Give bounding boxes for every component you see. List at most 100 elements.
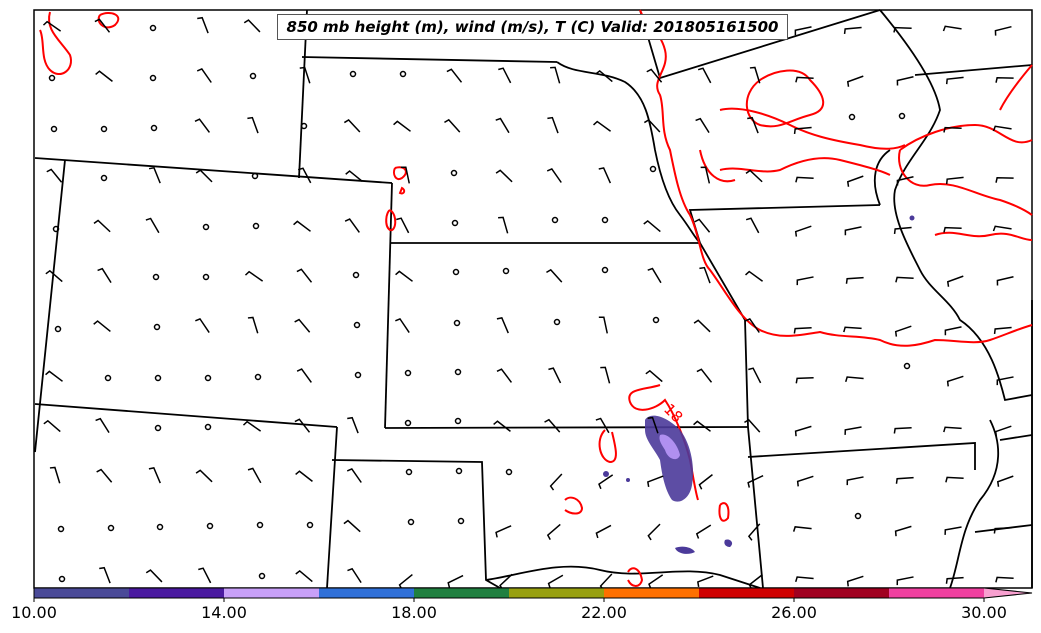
wind-barb <box>595 417 610 434</box>
calm-wind-circle <box>150 124 158 132</box>
wind-barb <box>946 275 964 287</box>
calm-wind-circle <box>149 74 157 82</box>
calm-wind-circle <box>202 223 210 231</box>
wind-barb <box>99 566 111 584</box>
colorbar-segment <box>794 588 890 598</box>
calm-wind-circle <box>854 512 862 520</box>
isotherm-ok-e <box>718 502 730 522</box>
wind-barb <box>700 166 711 184</box>
wind-barb <box>43 419 61 433</box>
wind-barb <box>97 267 112 284</box>
wind-barb <box>643 118 661 133</box>
calm-wind-circle <box>505 468 513 476</box>
border-co-nm <box>34 403 338 428</box>
wind-barb <box>242 420 262 432</box>
border-nm-east <box>326 426 338 589</box>
calm-wind-circle <box>454 417 462 425</box>
wind-barb <box>295 569 313 583</box>
calm-wind-circle <box>649 165 657 173</box>
wind-barb <box>148 166 161 184</box>
border-ia-il <box>873 149 891 206</box>
wind-barb <box>645 369 663 383</box>
wind-barb <box>893 226 912 235</box>
wind-barb <box>699 266 711 284</box>
wind-barb <box>795 576 814 583</box>
wind-barb <box>943 226 962 233</box>
colorbar <box>33 587 1033 602</box>
wind-barb <box>843 26 862 35</box>
wind-barb <box>197 16 209 34</box>
wind-barb <box>446 68 463 83</box>
wind-barb <box>145 217 160 234</box>
wind-barb <box>444 118 461 133</box>
calm-wind-circle <box>152 273 160 281</box>
wind-barb <box>794 26 812 36</box>
border-ky-in <box>999 434 1033 441</box>
colorbar-extend-arrow <box>984 588 1032 598</box>
calm-wind-circle <box>652 316 660 324</box>
wind-barb <box>344 218 360 233</box>
wind-barb <box>196 68 212 83</box>
calm-wind-circle <box>502 267 510 275</box>
wind-barb <box>598 167 612 184</box>
wind-barb <box>400 166 410 184</box>
calm-wind-circle <box>156 523 164 531</box>
wind-barb <box>548 367 562 384</box>
wind-barb <box>498 67 512 84</box>
wind-barb <box>893 426 912 434</box>
wind-barb <box>393 120 411 132</box>
wind-barb <box>992 125 1012 132</box>
wind-barb <box>945 476 964 483</box>
border-mo-ar <box>747 442 976 470</box>
calm-wind-circle <box>50 125 58 133</box>
calm-wind-circle <box>100 125 108 133</box>
calm-wind-circle <box>452 268 460 276</box>
isotherm-il-loop <box>898 149 1033 216</box>
border-ks-mo <box>699 242 749 428</box>
wind-barb <box>495 169 513 183</box>
wind-barb <box>695 117 710 134</box>
precip-spot-3 <box>603 471 609 477</box>
wind-barb <box>749 66 761 84</box>
wind-barb <box>745 270 764 282</box>
border-ok-tx-river <box>485 565 761 589</box>
isotherm-nw <box>39 11 72 75</box>
wind-barb <box>945 176 964 185</box>
map-frame <box>33 9 1033 589</box>
wind-barb <box>195 317 210 333</box>
wind-barb <box>844 426 862 435</box>
wind-barb <box>148 467 161 484</box>
calm-wind-circle <box>54 325 62 333</box>
wind-barb <box>698 474 713 490</box>
calm-wind-circle <box>100 174 108 182</box>
isotherm-mn-loop <box>745 69 825 128</box>
wind-barb <box>194 118 211 133</box>
calm-wind-circle <box>352 271 360 279</box>
wind-barb <box>995 177 1014 183</box>
colorbar-tick-label: 26.00 <box>771 603 817 622</box>
wind-barb <box>546 168 562 183</box>
wind-barb <box>296 268 313 283</box>
colorbar-segment <box>699 588 795 598</box>
wind-barb <box>995 576 1014 583</box>
wind-barb <box>345 170 363 183</box>
isotherm-in <box>999 64 1033 111</box>
calm-wind-circle <box>454 368 462 376</box>
calm-wind-circle <box>903 362 911 370</box>
calm-wind-circle <box>149 24 157 32</box>
wind-barb <box>247 467 262 484</box>
wind-barb <box>593 120 612 132</box>
wind-barb <box>544 418 561 433</box>
wind-barb <box>647 267 662 284</box>
wind-barb <box>993 326 1012 335</box>
wind-barb <box>293 220 311 232</box>
border-wi-il <box>914 64 1033 76</box>
colorbar-tick-label: 22.00 <box>581 603 627 622</box>
wind-barb <box>495 525 512 538</box>
wind-barb <box>843 326 862 333</box>
wind-barb <box>244 270 264 282</box>
calm-wind-circle <box>551 216 559 224</box>
wind-barb <box>695 524 712 539</box>
wind-barb <box>946 375 964 387</box>
precip-light-core <box>659 434 680 460</box>
